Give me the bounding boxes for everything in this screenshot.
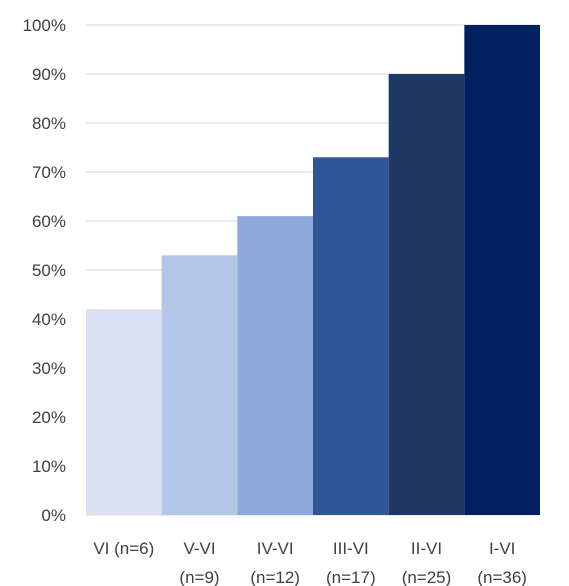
y-tick-label: 0% <box>41 506 66 525</box>
y-tick-label: 70% <box>32 163 66 182</box>
y-tick-label: 40% <box>32 310 66 329</box>
x-category-label: IV-VI <box>257 539 294 558</box>
y-tick-label: 90% <box>32 65 66 84</box>
bars <box>86 25 540 516</box>
x-category-label: II-VI <box>411 539 442 558</box>
x-category-label: I-VI <box>489 539 515 558</box>
x-category-label: (n=12) <box>250 568 300 586</box>
x-category-label: (n=17) <box>326 568 376 586</box>
x-category-label: VI (n=6) <box>93 539 154 558</box>
bar <box>464 25 540 515</box>
y-tick-label: 60% <box>32 212 66 231</box>
x-category-label: (n=9) <box>179 568 219 586</box>
x-category-label: III-VI <box>333 539 369 558</box>
y-tick-label: 10% <box>32 457 66 476</box>
y-tick-label: 30% <box>32 359 66 378</box>
bar <box>237 216 313 515</box>
bar <box>388 74 465 515</box>
y-tick-label: 20% <box>32 408 66 427</box>
y-axis-ticks: 0% 10% 20% 30% 40% 50% 60% 70% 80% 90% 100% <box>23 16 66 525</box>
bar <box>161 255 238 516</box>
x-category-label: V-VI <box>183 539 215 558</box>
bar <box>313 157 389 516</box>
x-category-label: (n=36) <box>477 568 527 586</box>
bar <box>86 309 162 515</box>
x-category-label: (n=25) <box>402 568 452 586</box>
y-tick-label: 50% <box>32 261 66 280</box>
y-tick-label: 100% <box>23 16 66 35</box>
y-tick-label: 80% <box>32 114 66 133</box>
x-axis-labels: VI (n=6) V-VI (n=9) IV-VI (n=12) III-VI (n=17)… <box>93 539 527 586</box>
